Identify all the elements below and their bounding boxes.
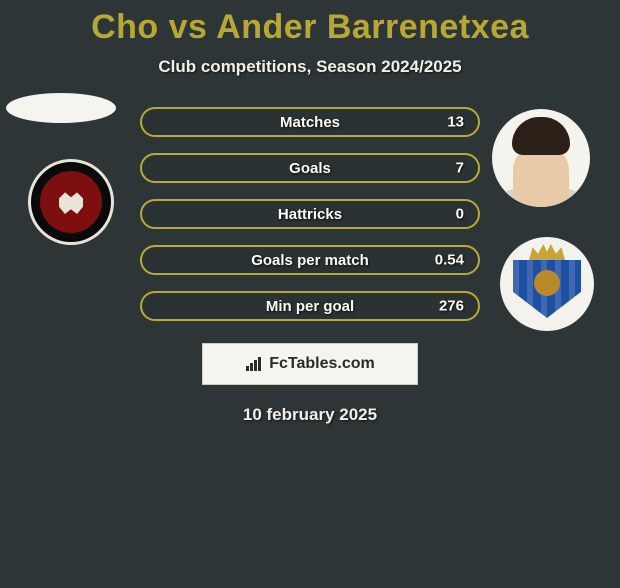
chart-icon	[245, 356, 263, 372]
comparison-panel: Matches 13 Goals 7 Hattricks 0 Goals per…	[0, 107, 620, 425]
stat-row: Hattricks 0	[140, 199, 480, 229]
stat-value: 13	[447, 114, 464, 131]
player-right-photo	[492, 109, 590, 207]
stat-row: Goals per match 0.54	[140, 245, 480, 275]
club-right-badge	[500, 237, 594, 331]
stat-label: Hattricks	[278, 206, 342, 223]
club-left-badge	[28, 159, 114, 245]
stat-row: Matches 13	[140, 107, 480, 137]
date-text: 10 february 2025	[0, 405, 620, 425]
stat-value: 0	[456, 206, 464, 223]
stat-label: Matches	[280, 114, 340, 131]
stat-value: 0.54	[435, 252, 464, 269]
stat-label: Min per goal	[266, 298, 354, 315]
source-text: FcTables.com	[269, 355, 375, 373]
page-title: Cho vs Ander Barrenetxea	[0, 8, 620, 47]
stat-value: 7	[456, 160, 464, 177]
stat-label: Goals	[289, 160, 331, 177]
stat-rows: Matches 13 Goals 7 Hattricks 0 Goals per…	[140, 107, 480, 321]
page-subtitle: Club competitions, Season 2024/2025	[0, 57, 620, 77]
source-badge: FcTables.com	[202, 343, 418, 385]
stat-label: Goals per match	[251, 252, 369, 269]
player-left-photo	[6, 93, 116, 123]
stat-row: Goals 7	[140, 153, 480, 183]
stat-value: 276	[439, 298, 464, 315]
stat-row: Min per goal 276	[140, 291, 480, 321]
